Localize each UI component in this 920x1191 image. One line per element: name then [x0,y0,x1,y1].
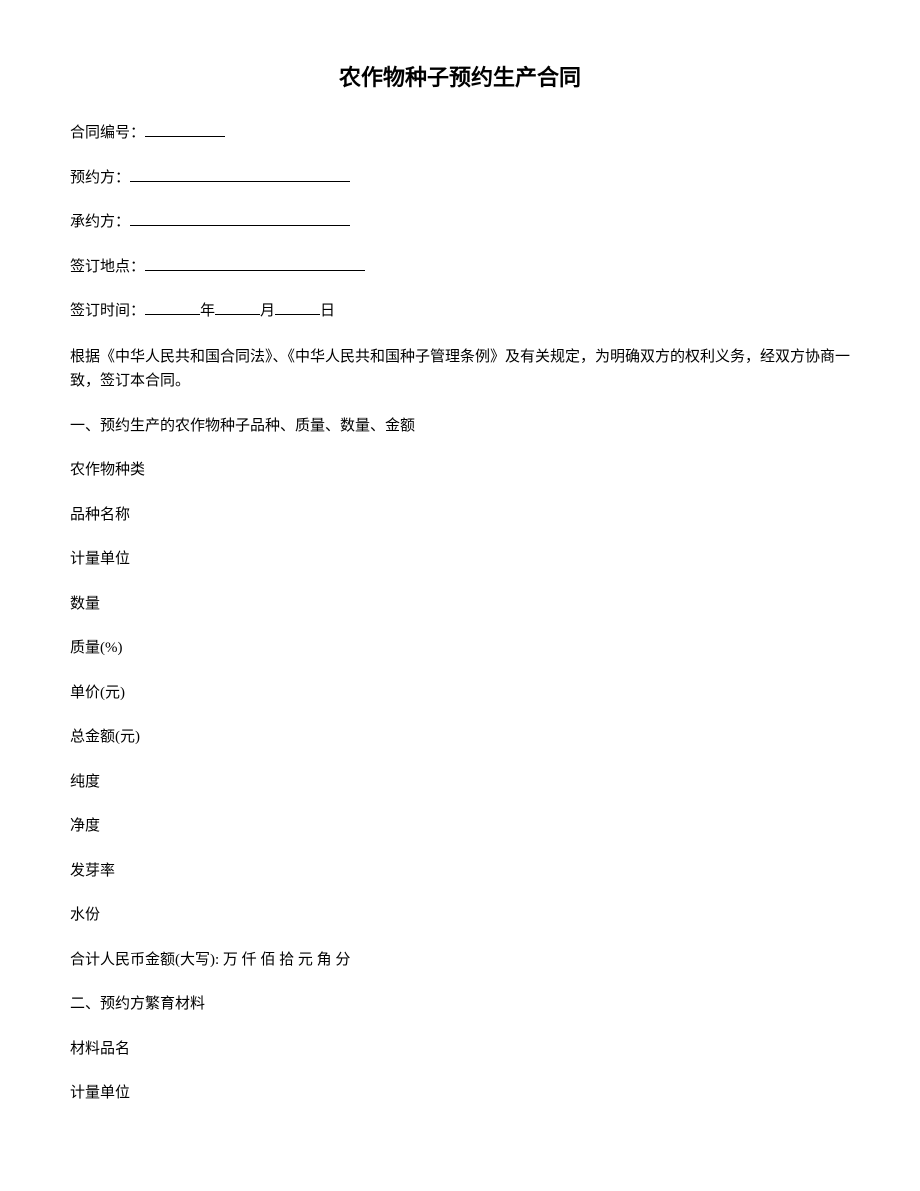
item-cleanliness: 净度 [70,815,850,838]
party-a-label: 预约方： [70,170,130,186]
section2-header: 二、预约方繁育材料 [70,993,850,1016]
item-purity: 纯度 [70,771,850,794]
month-suffix: 月 [260,303,275,319]
item-unit2: 计量单位 [70,1082,850,1105]
intro-paragraph: 根据《中华人民共和国合同法》、《中华人民共和国种子管理条例》及有关规定，为明确双… [70,345,850,393]
item-unit-price: 单价(元) [70,682,850,705]
day-blank [275,300,320,315]
location-field: 签订地点： [70,256,850,279]
month-blank [215,300,260,315]
item-total-amount: 总金额(元) [70,726,850,749]
item-material-name: 材料品名 [70,1038,850,1061]
party-b-field: 承约方： [70,211,850,234]
document-title: 农作物种子预约生产合同 [70,60,850,92]
party-b-label: 承约方： [70,214,130,230]
contract-number-blank [145,122,225,137]
party-a-blank [130,167,350,182]
item-variety-name: 品种名称 [70,504,850,527]
section1-header: 一、预约生产的农作物种子品种、质量、数量、金额 [70,415,850,438]
item-quality: 质量(%) [70,637,850,660]
date-field: 签订时间： 年 月 日 [70,300,850,323]
year-blank [145,300,200,315]
day-suffix: 日 [320,303,335,319]
item-crop-type: 农作物种类 [70,459,850,482]
party-a-field: 预约方： [70,167,850,190]
contract-number-field: 合同编号： [70,122,850,145]
item-unit: 计量单位 [70,548,850,571]
party-b-blank [130,211,350,226]
item-total-rmb: 合计人民币金额(大写): 万 仟 佰 拾 元 角 分 [70,949,850,972]
item-germination: 发芽率 [70,860,850,883]
contract-number-label: 合同编号： [70,125,145,141]
year-suffix: 年 [200,303,215,319]
item-quantity: 数量 [70,593,850,616]
location-label: 签订地点： [70,259,145,275]
date-label: 签订时间： [70,303,145,319]
location-blank [145,256,365,271]
item-moisture: 水份 [70,904,850,927]
